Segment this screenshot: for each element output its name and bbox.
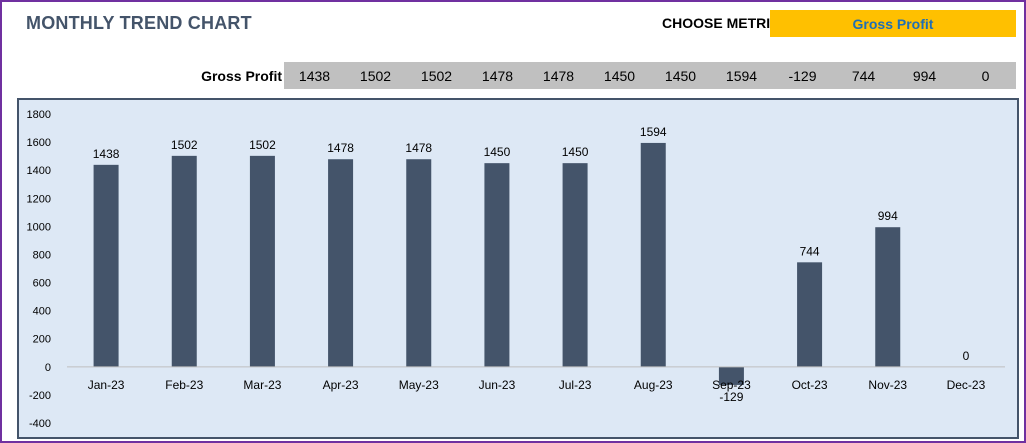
summary-value-cell: 1502 <box>420 67 453 84</box>
data-label: 1450 <box>562 145 589 159</box>
bar <box>562 163 588 367</box>
summary-value-cell: 744 <box>851 67 876 84</box>
data-label: 1594 <box>640 125 667 139</box>
y-tick-label: -400 <box>29 418 51 430</box>
x-tick-label: Apr-23 <box>323 378 359 392</box>
data-label: 744 <box>800 244 820 258</box>
data-label: 0 <box>963 349 970 363</box>
x-tick-label: Oct-23 <box>792 378 828 392</box>
summary-value-cell: 0 <box>981 67 990 84</box>
x-tick-label: Mar-23 <box>243 378 281 392</box>
x-tick-label: Dec-23 <box>947 378 986 392</box>
x-tick-label: Jan-23 <box>88 378 125 392</box>
bar <box>171 155 197 367</box>
y-tick-label: 400 <box>33 306 51 318</box>
data-label: 1438 <box>93 147 120 161</box>
page-title: MONTHLY TREND CHART <box>26 13 252 33</box>
x-tick-label: Jul-23 <box>559 378 592 392</box>
summary-value-cell: 1450 <box>664 67 697 84</box>
summary-value-cell: 994 <box>912 67 937 84</box>
y-tick-label: 1200 <box>27 193 51 205</box>
summary-value-cell: 1502 <box>359 67 392 84</box>
y-tick-label: 1000 <box>27 221 51 233</box>
y-tick-label: 200 <box>33 334 51 346</box>
summary-value-cell: 1594 <box>725 67 758 84</box>
data-label: 994 <box>878 209 898 223</box>
bar <box>875 227 901 367</box>
data-label: 1450 <box>484 145 511 159</box>
summary-row-values: 1438 1502 1502 1478 1478 1450 1450 1594 … <box>284 62 1016 89</box>
y-tick-label: -200 <box>29 390 51 402</box>
summary-value-cell: 1478 <box>542 67 575 84</box>
x-tick-label: Feb-23 <box>165 378 203 392</box>
data-label: 1502 <box>249 138 276 152</box>
summary-value-cell: 1450 <box>603 67 636 84</box>
bar <box>328 159 354 367</box>
bar <box>640 142 666 367</box>
y-tick-label: 0 <box>45 362 51 374</box>
choose-metric-label: CHOOSE METRIC <box>662 15 781 31</box>
bar <box>797 262 823 367</box>
x-tick-label: Jun-23 <box>479 378 516 392</box>
summary-row-label: Gross Profit <box>201 68 282 84</box>
y-tick-label: 1600 <box>27 137 51 149</box>
summary-value-cell: 1438 <box>298 67 331 84</box>
x-tick-label: Nov-23 <box>868 378 907 392</box>
bar <box>718 366 744 385</box>
summary-value-cell: 1478 <box>481 67 514 84</box>
summary-value-cell: -129 <box>788 67 817 84</box>
y-tick-label: 1800 <box>27 109 51 121</box>
x-tick-label: May-23 <box>399 378 439 392</box>
y-tick-label: 800 <box>33 249 51 261</box>
y-tick-label: 1400 <box>27 165 51 177</box>
bar <box>406 159 432 367</box>
data-label: -129 <box>719 390 743 404</box>
bar <box>484 163 510 367</box>
trend-chart-svg: 1800 1600 1400 1200 1000 800 600 400 200 0 -200 -40… <box>27 109 1005 430</box>
bar <box>93 164 119 367</box>
metric-dropdown[interactable]: Gross Profit <box>770 10 1016 37</box>
x-tick-label: Aug-23 <box>634 378 673 392</box>
data-label: 1478 <box>327 141 354 155</box>
data-label: 1478 <box>405 141 432 155</box>
data-label: 1502 <box>171 138 198 152</box>
trend-chart: 1800 1600 1400 1200 1000 800 600 400 200 0 -200 -40… <box>17 98 1019 439</box>
y-tick-label: 600 <box>33 278 51 290</box>
bar <box>249 155 275 367</box>
x-tick-label: Sep-23 <box>712 378 751 392</box>
